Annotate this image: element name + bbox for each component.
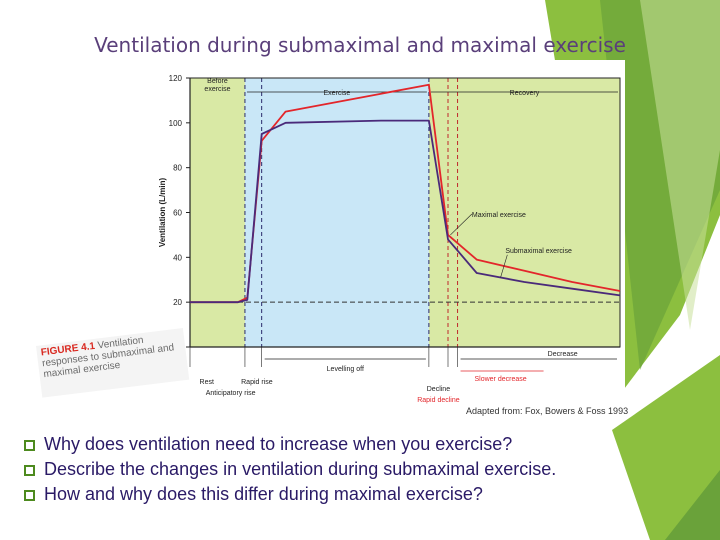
dark-green-accent-bottom [665,470,720,540]
y-axis-label: Ventilation (L/min) [158,178,167,248]
annotation-decline: Decline [427,386,450,393]
phase-label-recovery: Recovery [510,90,540,97]
y-tick-label: 40 [173,253,182,262]
phase-background-before [190,78,245,347]
question-item: Describe the changes in ventilation duri… [24,457,556,482]
y-tick-label: 120 [169,74,183,83]
phase-label-exercise: Exercise [323,90,350,97]
y-tick-label: 80 [173,164,182,173]
question-list: Why does ventilation need to increase wh… [24,432,556,507]
chart-layer: 020406080100120Ventilation (L/min)Before… [158,74,621,404]
annotation-decrease: Decrease [548,351,578,358]
question-text: Describe the changes in ventilation duri… [44,459,557,479]
checkbox-bullet-icon [24,440,35,451]
series-label-maximal: Maximal exercise [472,212,526,219]
question-text: How and why does this differ during maxi… [44,484,483,504]
annotation-slower-decrease: Slower decrease [474,376,526,383]
attribution-text: Adapted from: Fox, Bowers & Foss 1993 [466,406,629,416]
series-line-submaximal [190,119,621,304]
annotation-levelling-off: Levelling off [327,366,364,373]
annotation-anticipatory-rise: Anticipatory rise [206,390,256,397]
y-tick-label: 20 [173,298,182,307]
annotation-rapid-decline: Rapid decline [417,397,460,404]
phase-background-exercise [244,78,429,347]
annotation-rest: Rest [200,379,214,386]
phase-label-before-line2: exercise [204,86,230,93]
annotation-rapid-rise: Rapid rise [241,379,273,386]
series-line-maximal [190,83,621,304]
phase-label-before-line1: Before [207,78,228,85]
light-green-accent-shape [640,0,720,330]
series-label-submaximal: Submaximal exercise [505,248,572,255]
checkbox-bullet-icon [24,490,35,501]
question-text: Why does ventilation need to increase wh… [44,434,513,454]
series-label-leader [450,213,473,236]
series-label-leader [500,254,508,278]
y-tick-label: 100 [169,119,183,128]
question-item: Why does ventilation need to increase wh… [24,432,556,457]
slide-title: Ventilation during submaximal and maxima… [94,33,626,57]
green-accent-bottom [612,355,720,540]
ventilation-chart: 020406080100120Ventilation (L/min)Before… [0,60,625,420]
question-item: How and why does this differ during maxi… [24,482,556,507]
phase-background-recovery [428,78,620,347]
checkbox-bullet-icon [24,465,35,476]
y-tick-label: 60 [173,209,182,218]
